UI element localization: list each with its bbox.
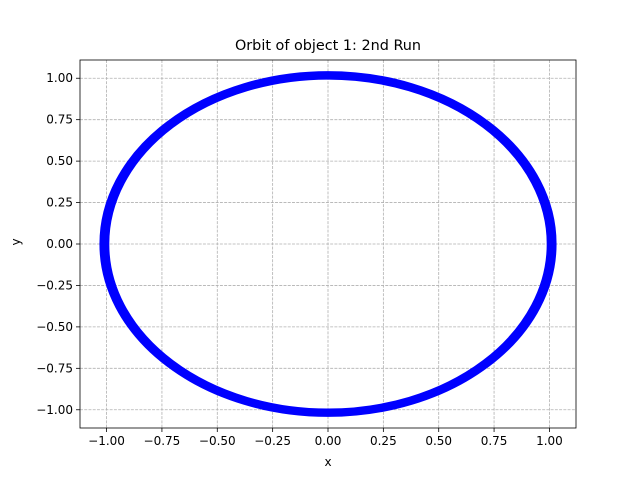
- chart-title: Orbit of object 1: 2nd Run: [235, 38, 421, 54]
- y-axis-label: y: [9, 238, 23, 245]
- x-tick-label-8: 1.00: [536, 434, 563, 448]
- y-tick-label-0: 1.00: [46, 71, 73, 85]
- plot-area: −1.00 −0.75 −0.50 −0.25 0.00 0.25 0.50 0.75 1.00…: [36, 59, 577, 448]
- x-tick-label-2: −0.50: [199, 434, 236, 448]
- y-tick-label-1: 0.75: [46, 113, 73, 127]
- y-tick-label-4: 0.00: [46, 237, 73, 251]
- y-tick-label-8: −1.00: [36, 403, 73, 417]
- y-tick-label-7: −0.75: [36, 361, 73, 375]
- y-tick-label-5: −0.25: [36, 278, 73, 292]
- x-axis-label: x: [324, 455, 331, 469]
- x-tick-label-5: 0.25: [370, 434, 397, 448]
- x-tick-label-6: 0.50: [425, 434, 452, 448]
- orbit-band-0: [99, 71, 557, 417]
- y-tick-label-2: 0.50: [46, 154, 73, 168]
- x-tick-label-3: −0.25: [254, 434, 291, 448]
- y-tick-label-6: −0.50: [36, 320, 73, 334]
- x-tick-label-1: −0.75: [144, 434, 181, 448]
- x-tick-label-4: 0.00: [315, 434, 342, 448]
- y-tick-label-3: 0.25: [46, 196, 73, 210]
- x-tick-label-7: 0.75: [481, 434, 508, 448]
- x-tick-label-0: −1.00: [88, 434, 125, 448]
